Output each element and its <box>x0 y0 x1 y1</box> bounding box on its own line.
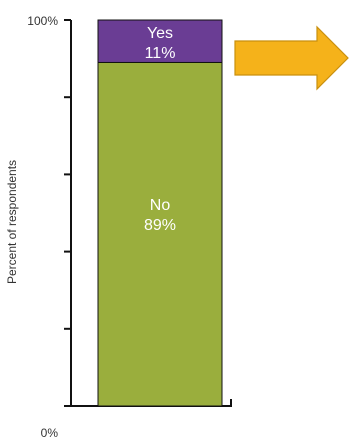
bar-segment-no <box>97 61 223 407</box>
bar-segment-yes <box>97 19 223 63</box>
segment-yes-value-label: 11% <box>145 45 176 62</box>
y-tick-label-bottom: 0% <box>41 426 59 440</box>
arrow-right-icon <box>234 25 349 91</box>
y-axis-title: Percent of respondents <box>5 160 19 284</box>
segment-no-value-label: 89% <box>144 217 176 234</box>
y-tick-label-top: 100% <box>27 14 58 28</box>
segment-no-name-label: No <box>150 197 171 214</box>
segment-yes-name-label: Yes <box>147 25 173 42</box>
y-axis-ticks <box>64 19 71 407</box>
